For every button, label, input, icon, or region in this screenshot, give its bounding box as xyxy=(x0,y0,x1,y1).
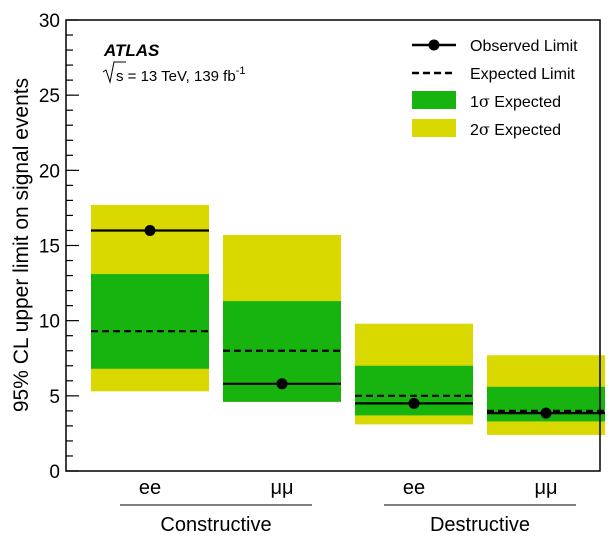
y-tick-label: 0 xyxy=(49,462,60,483)
energy-s: s xyxy=(116,68,124,85)
legend-observed-label: Observed Limit xyxy=(470,38,578,55)
legend-2sigma-swatch xyxy=(412,119,456,137)
svg-text:s = 13 TeV, 139 fb-1: s = 13 TeV, 139 fb-1 xyxy=(116,65,245,85)
legend: Observed Limit Expected Limit 1σ Expecte… xyxy=(412,38,578,139)
legend-expected-label: Expected Limit xyxy=(470,66,575,83)
sqrt-icon xyxy=(102,61,126,84)
x-axis-labels: ee μμ ee μμ Constructive Destructive xyxy=(120,477,576,536)
band-1sigma xyxy=(91,274,209,369)
category-label: μμ xyxy=(270,477,293,499)
group-label: Destructive xyxy=(430,514,530,536)
observed-limit-point xyxy=(144,224,156,236)
legend-2sigma-label: 2σ Expected xyxy=(470,120,561,139)
limit-lines-layer xyxy=(91,224,605,419)
legend-observed-marker xyxy=(428,39,440,51)
legend-1sigma-swatch xyxy=(412,91,456,109)
legend-1sigma-label: 1σ Expected xyxy=(470,92,561,111)
group-label: Constructive xyxy=(160,514,271,536)
category-label: μμ xyxy=(534,477,557,499)
y-tick-label: 15 xyxy=(39,237,60,258)
category-label: ee xyxy=(403,477,425,499)
energy-sup: -1 xyxy=(236,65,246,77)
bands-layer xyxy=(91,204,605,435)
energy-annotation: s = 13 TeV, 139 fb-1 xyxy=(102,61,245,85)
observed-limit-point xyxy=(540,407,552,419)
y-axis: 0 5 10 15 20 25 30 xyxy=(39,11,79,483)
y-tick-label: 20 xyxy=(39,161,60,182)
y-tick-label: 10 xyxy=(39,312,60,333)
y-tick-label: 5 xyxy=(49,387,60,408)
energy-text: = 13 TeV, 139 fb xyxy=(124,68,236,85)
observed-limit-point xyxy=(276,378,288,390)
y-axis-label: 95% CL upper limit on signal events xyxy=(10,78,33,412)
category-label: ee xyxy=(139,477,161,499)
experiment-label: ATLAS xyxy=(103,41,160,60)
y-tick-label: 25 xyxy=(39,86,60,107)
observed-limit-point xyxy=(408,397,420,409)
y-tick-label: 30 xyxy=(39,11,60,32)
